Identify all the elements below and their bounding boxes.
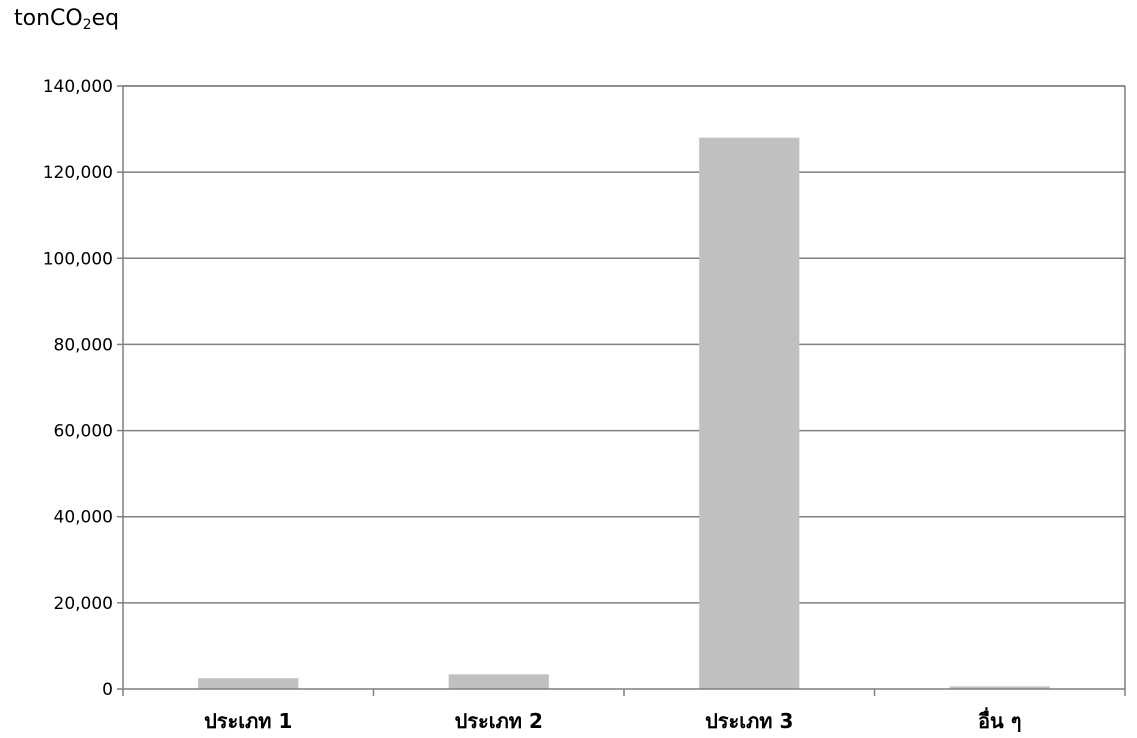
y-tick-label: 80,000 <box>54 335 113 355</box>
y-tick-label: 0 <box>102 680 113 700</box>
x-category-label: อื่น ๆ <box>978 706 1021 733</box>
bar <box>448 674 549 689</box>
y-axis-unit-label: tonCO2eq <box>14 6 119 33</box>
axes <box>117 85 1126 696</box>
y-tick-label: 140,000 <box>43 77 113 97</box>
bar <box>949 686 1050 689</box>
x-category-label: ประเภท 1 <box>204 709 292 733</box>
y-tick-label: 100,000 <box>43 249 113 269</box>
bar <box>699 137 800 689</box>
tick-labels: 0 20,000 40,000 60,000 80,000 100,000 120,000 1… <box>43 77 1022 733</box>
bar <box>198 678 299 689</box>
unit-subscript: 2 <box>82 17 92 33</box>
unit-suffix: eq <box>91 6 120 31</box>
unit-main: tonCO <box>14 6 83 31</box>
y-tick-label: 120,000 <box>43 163 113 183</box>
y-tick-label: 40,000 <box>54 508 113 528</box>
x-category-label: ประเภท 2 <box>455 709 543 733</box>
bars <box>198 137 1050 689</box>
x-category-label: ประเภท 3 <box>705 709 793 733</box>
y-tick-label: 20,000 <box>54 594 113 614</box>
y-tick-label: 60,000 <box>54 422 113 442</box>
gridlines <box>123 85 1126 689</box>
